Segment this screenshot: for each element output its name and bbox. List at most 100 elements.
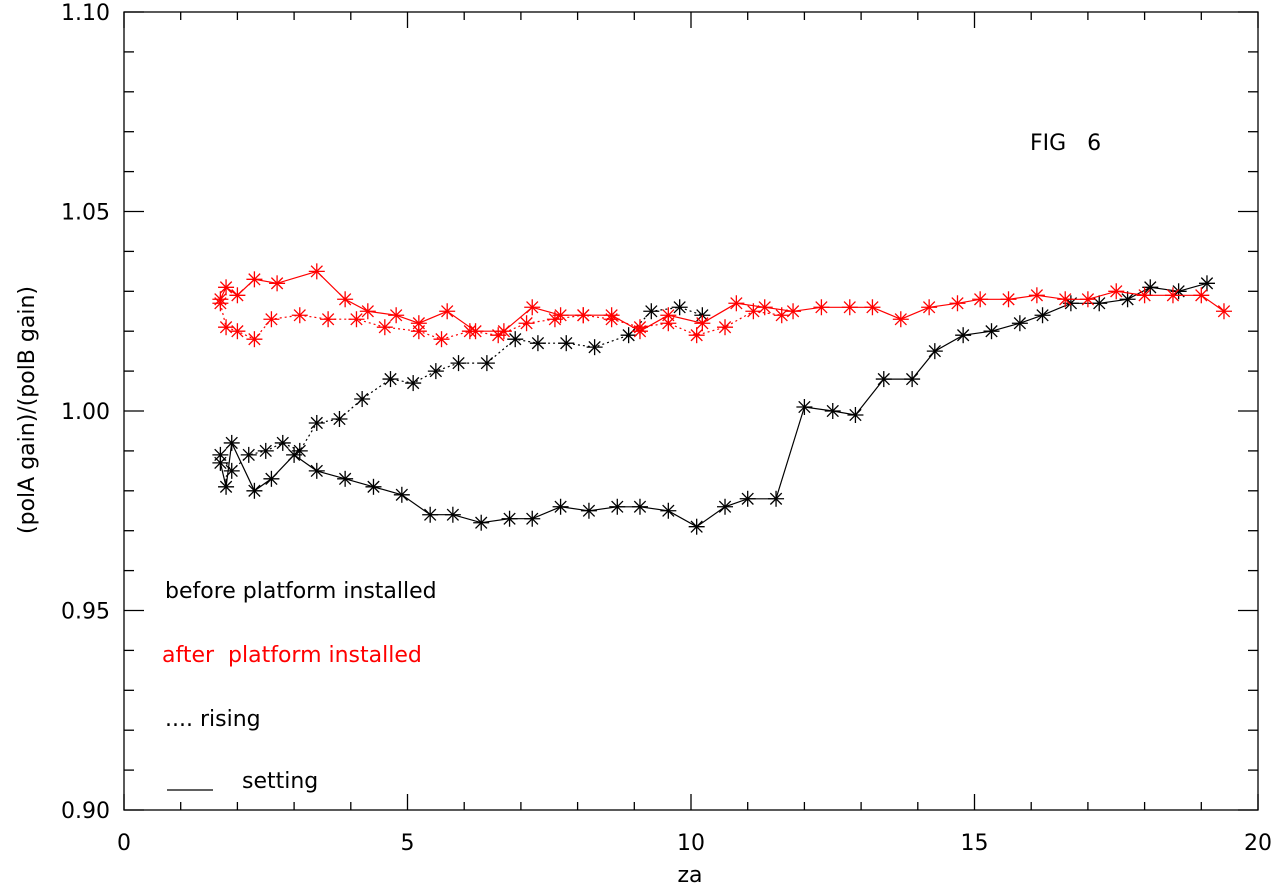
- data-point: [246, 482, 263, 499]
- data-point: [580, 502, 597, 519]
- data-point: [223, 434, 240, 451]
- data-point: [717, 319, 734, 336]
- data-point: [229, 287, 246, 304]
- data-point: [444, 506, 461, 523]
- y-axis-title: (polA gain)/(polB gain): [15, 286, 40, 534]
- data-point: [388, 307, 405, 324]
- data-point: [552, 307, 569, 324]
- data-point: [518, 315, 535, 332]
- data-point: [524, 299, 541, 316]
- y-tick-label: 0.90: [61, 799, 110, 824]
- data-point: [223, 462, 240, 479]
- data-point: [1136, 287, 1153, 304]
- data-point: [240, 446, 257, 463]
- data-point: [1057, 291, 1074, 308]
- data-point: [756, 299, 773, 316]
- x-tick-label: 0: [117, 831, 131, 856]
- data-point: [1198, 275, 1215, 292]
- data-point: [739, 490, 756, 507]
- data-point: [1193, 287, 1210, 304]
- y-tick-label: 1.00: [61, 400, 110, 425]
- data-point: [552, 498, 569, 515]
- series-layer: [212, 263, 1232, 535]
- x-tick-label: 20: [1244, 831, 1272, 856]
- data-point: [218, 319, 235, 336]
- data-point: [1215, 303, 1232, 320]
- data-point: [847, 406, 864, 423]
- series-after-setting: [212, 263, 1232, 340]
- data-point: [1119, 291, 1136, 308]
- y-tick-label: 0.95: [61, 600, 110, 625]
- data-point: [473, 514, 490, 531]
- data-point: [308, 462, 325, 479]
- data-point: [382, 371, 399, 388]
- data-point: [337, 470, 354, 487]
- data-point: [218, 279, 235, 296]
- data-point: [308, 263, 325, 280]
- data-point: [728, 295, 745, 312]
- data-point: [1079, 291, 1096, 308]
- data-point: [274, 434, 291, 451]
- series-before-rising: [212, 299, 711, 479]
- data-point: [603, 307, 620, 324]
- data-point: [354, 391, 371, 408]
- data-point: [450, 355, 467, 372]
- data-point: [660, 307, 677, 324]
- data-point: [524, 510, 541, 527]
- data-point: [1028, 287, 1045, 304]
- data-point: [212, 454, 229, 471]
- data-point: [631, 323, 648, 340]
- data-point: [376, 319, 393, 336]
- fig-label: FIG 6: [1030, 131, 1101, 156]
- x-tick-label: 15: [961, 831, 989, 856]
- data-point: [972, 291, 989, 308]
- data-point: [813, 299, 830, 316]
- data-point: [501, 510, 518, 527]
- data-point: [337, 291, 354, 308]
- data-point: [263, 470, 280, 487]
- data-point: [875, 371, 892, 388]
- data-point: [393, 486, 410, 503]
- data-point: [575, 307, 592, 324]
- legend-rising: .... rising: [165, 707, 261, 732]
- y-tick-label: 1.05: [61, 201, 110, 226]
- x-axis-title: za: [677, 863, 702, 888]
- data-point: [796, 399, 813, 416]
- data-point: [926, 343, 943, 360]
- data-point: [529, 335, 546, 352]
- data-point: [422, 506, 439, 523]
- legend-after: after platform installed: [162, 643, 422, 668]
- data-point: [949, 295, 966, 312]
- x-tick-labels: 0 5 10 15 20: [117, 831, 1272, 856]
- data-point: [620, 327, 637, 344]
- data-point: [1108, 283, 1125, 300]
- data-point: [660, 502, 677, 519]
- data-point: [824, 403, 841, 419]
- data-point: [257, 442, 274, 459]
- data-point: [365, 478, 382, 495]
- data-point: [586, 339, 603, 356]
- data-point: [269, 275, 286, 292]
- legend-setting: setting: [242, 769, 318, 794]
- data-point: [688, 327, 705, 344]
- data-point: [1164, 287, 1181, 304]
- data-point: [433, 331, 450, 348]
- data-point: [841, 299, 858, 316]
- data-point: [671, 299, 688, 316]
- x-tick-label: 5: [401, 831, 415, 856]
- data-point: [983, 323, 1000, 340]
- data-point: [643, 303, 660, 320]
- data-point: [892, 311, 909, 328]
- data-point: [286, 446, 303, 463]
- data-point: [1034, 307, 1051, 324]
- data-point: [921, 299, 938, 316]
- data-point: [1000, 291, 1017, 308]
- data-point: [955, 327, 972, 344]
- series-line: [219, 306, 703, 472]
- data-point: [507, 331, 524, 348]
- series-after-rising: [212, 295, 790, 348]
- data-point: [1011, 315, 1028, 332]
- ticks: [123, 11, 1259, 811]
- data-point: [467, 323, 484, 340]
